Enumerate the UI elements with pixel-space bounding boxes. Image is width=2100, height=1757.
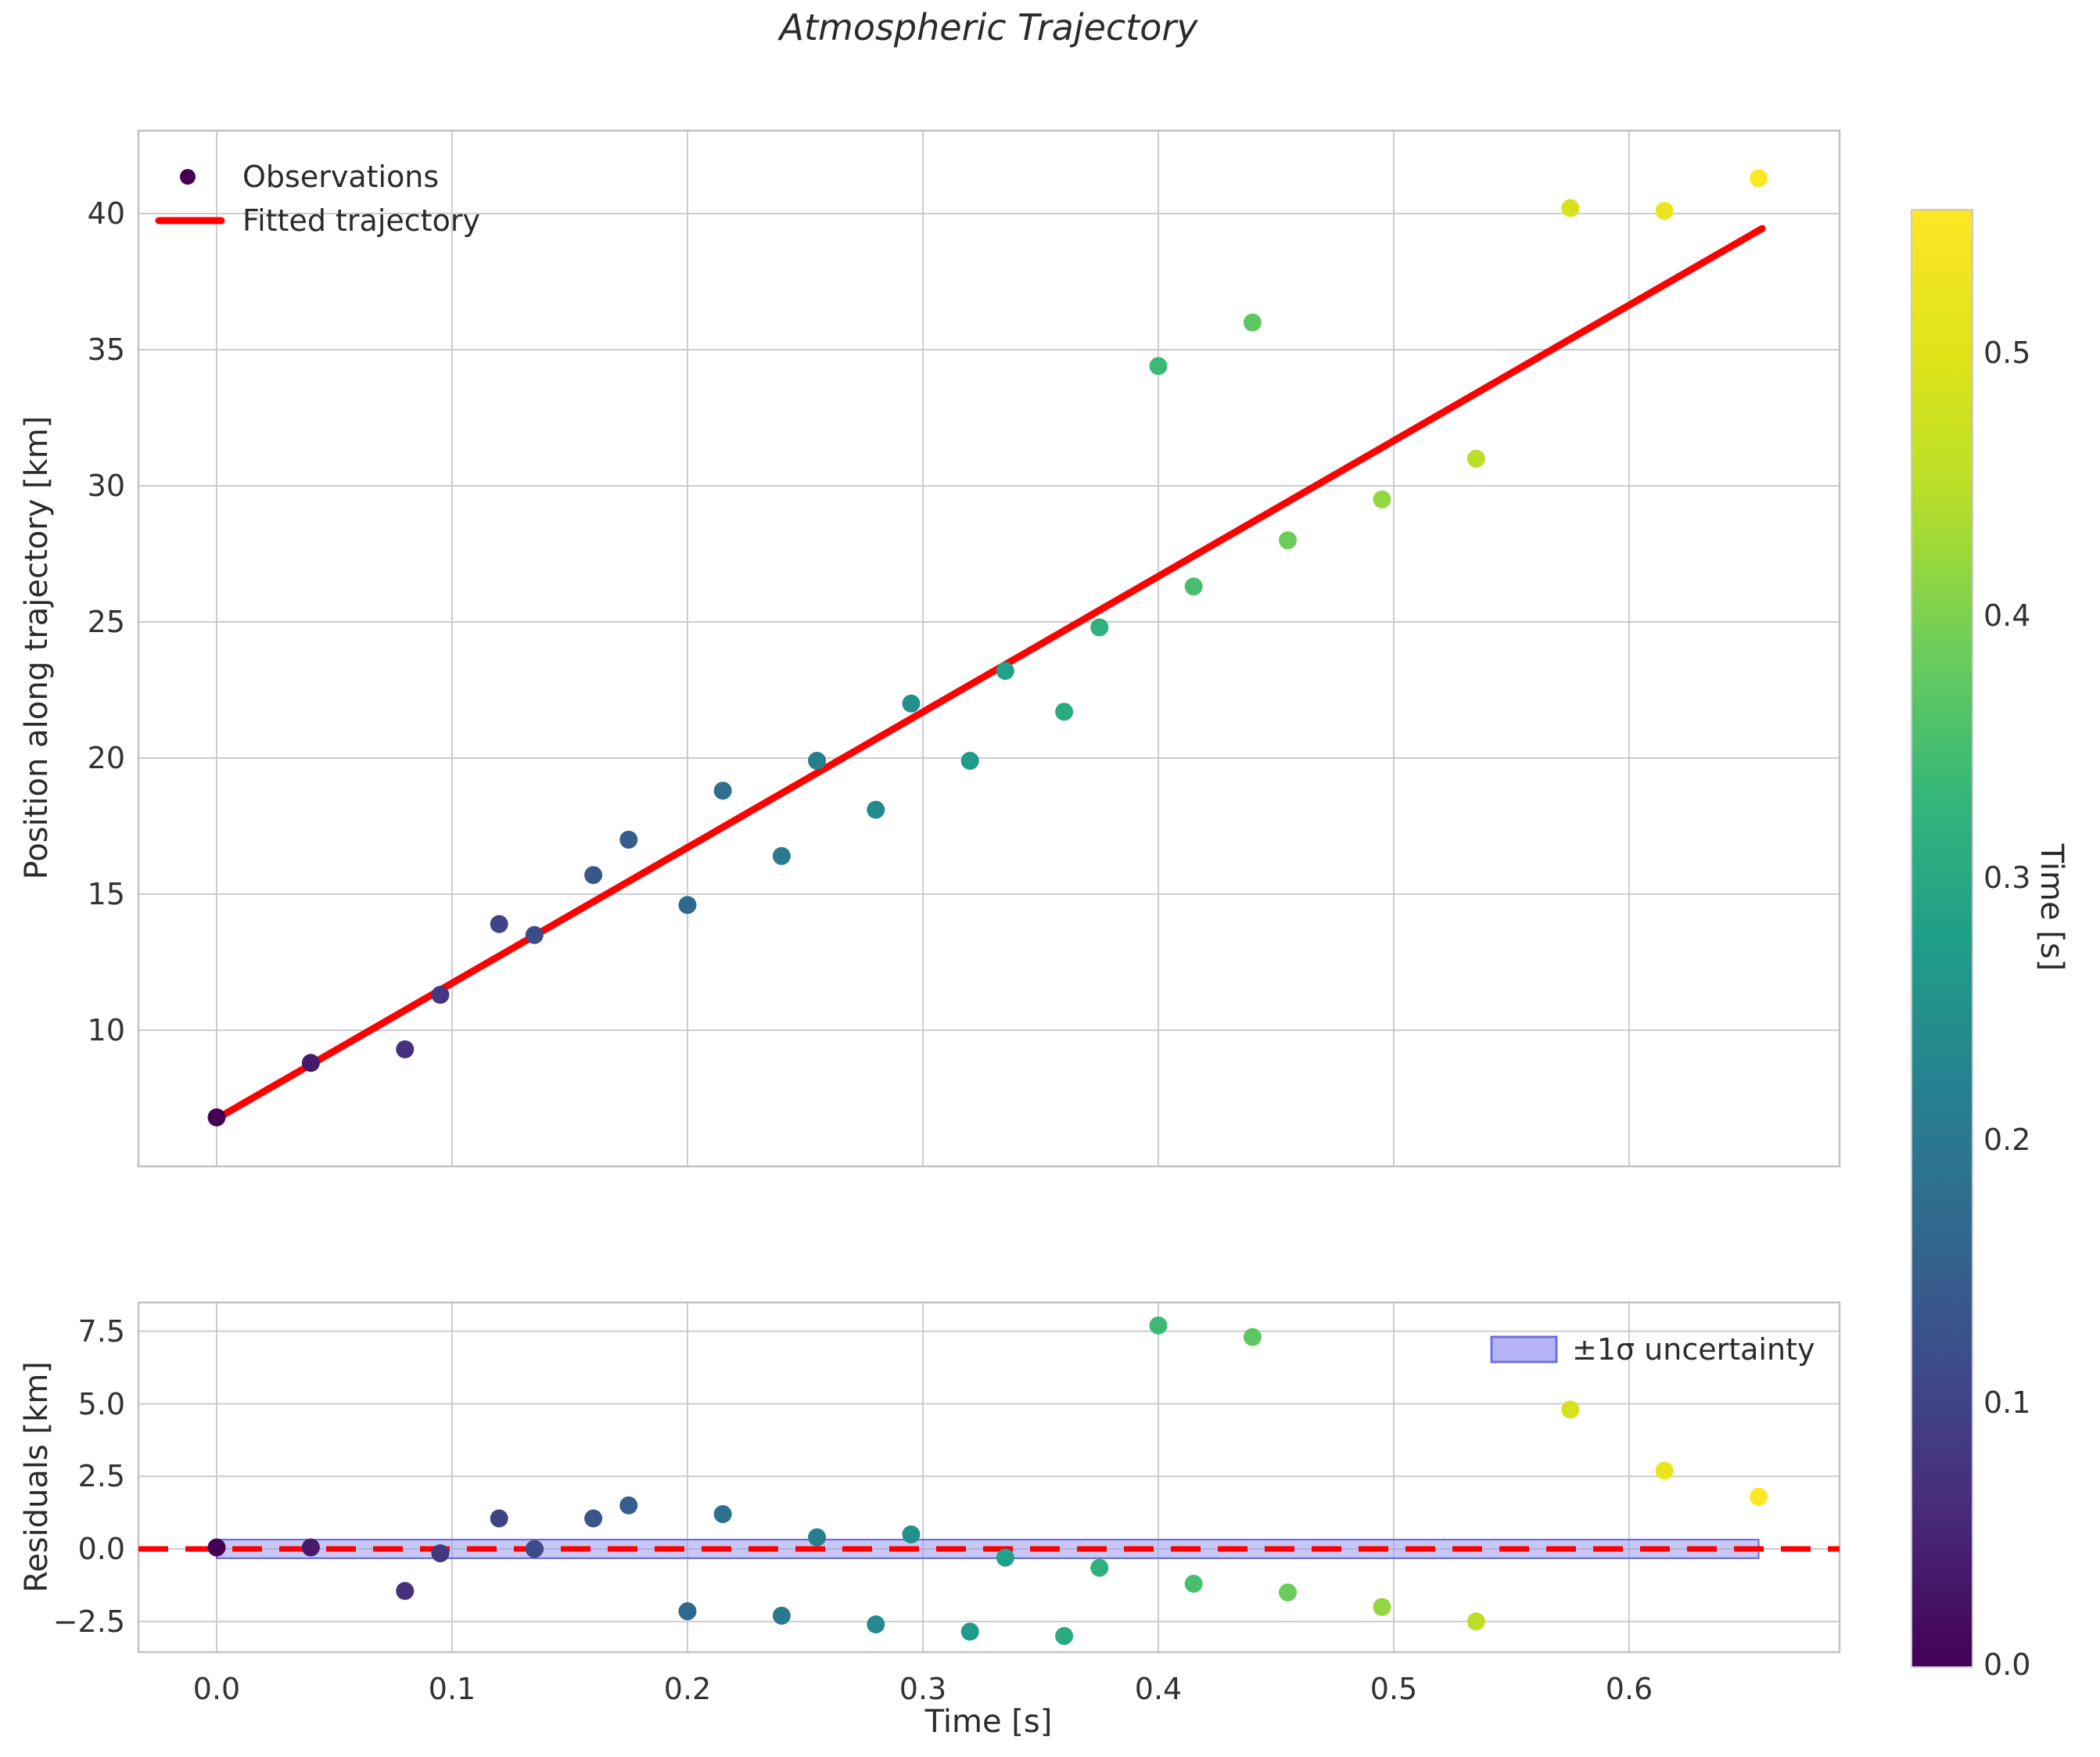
scatter-point [1243,313,1262,332]
residual-point [713,1504,732,1523]
scatter-point [1055,702,1074,721]
colorbar [1911,209,1973,1668]
scatter-point [619,830,638,849]
residual-point [1243,1328,1262,1346]
main-y-tick-label: 20 [87,741,125,775]
residual-point [1750,1487,1768,1506]
residual-point [1373,1597,1391,1616]
residual-point [301,1538,320,1557]
residual-point [1561,1400,1580,1419]
scatter-point [1466,449,1485,468]
scatter-point [1149,357,1168,375]
scatter-point [431,986,450,1004]
legend-observations-label: Observations [242,160,439,194]
scatter-point [1655,202,1674,221]
residual-point [1279,1583,1298,1602]
x-tick-label: 0.3 [899,1672,947,1706]
scatter-point [867,800,885,819]
scatter-point [772,846,791,865]
colorbar-tick-label: 0.0 [1983,1647,2031,1682]
scatter-point [678,896,697,914]
residuals-y-tick-label: 2.5 [77,1459,125,1494]
scatter-point [525,925,544,944]
scatter-point [1090,618,1109,637]
colorbar-tick-label: 0.4 [1983,598,2031,633]
residuals-y-tick-label: 5.0 [77,1386,125,1421]
main-y-tick-label: 15 [87,877,125,911]
residuals-y-tick-label: −2.5 [52,1604,125,1639]
scatter-point [808,751,827,770]
legend-band-label: ±1σ uncertainty [1572,1332,1815,1367]
colorbar-tick-label: 0.2 [1983,1123,2031,1158]
scatter-point [713,781,732,800]
scatter-point [301,1054,320,1073]
x-tick-label: 0.5 [1369,1672,1418,1706]
x-tick-label: 0.6 [1605,1672,1653,1706]
main-y-tick-label: 10 [87,1013,125,1047]
legend-band-patch [1490,1335,1558,1364]
residual-point [1466,1612,1485,1631]
residual-point [619,1496,638,1514]
scatter-point [490,914,508,933]
residual-point [525,1540,544,1558]
residual-point [207,1538,226,1557]
chart-title: Atmospheric Trajectory [779,6,1198,49]
x-tick-label: 0.1 [428,1672,476,1706]
axes-frame [137,1301,1841,1654]
main-y-tick-label: 35 [87,332,125,367]
scatter-point [960,751,979,770]
residual-point [960,1622,979,1641]
x-tick-label: 0.2 [663,1672,712,1706]
colorbar-label: Time [s] [2034,843,2069,972]
residual-point [1655,1461,1674,1480]
scatter-point [902,694,921,713]
legend-observations-marker [180,169,196,185]
residual-point [431,1544,450,1563]
residual-point [808,1528,827,1547]
scatter-point [207,1108,226,1126]
residual-point [867,1615,885,1633]
x-tick-label: 0.4 [1134,1672,1183,1706]
residuals-y-tick-label: 7.5 [77,1313,125,1349]
scatter-point [1373,490,1391,508]
residuals-plot: ±1σ uncertainty [137,1301,1841,1654]
residual-point [584,1509,603,1528]
colorbar-tick-label: 0.1 [1983,1385,2031,1420]
scatter-point [1184,577,1203,596]
residual-point [490,1509,508,1528]
residual-point [678,1602,697,1621]
x-tick-label: 0.0 [192,1672,241,1706]
main-y-tick-label: 25 [87,605,125,639]
scatter-point [584,866,603,885]
main-y-tick-label: 30 [87,469,125,503]
residual-point [902,1525,921,1543]
residual-point [1149,1316,1168,1335]
scatter-point [396,1040,415,1058]
x-axis-label: Time [s] [924,1704,1053,1740]
residual-point [396,1582,415,1601]
residuals-y-tick-label: 0.0 [77,1532,125,1566]
legend-fit-label: Fitted trajectory [242,203,480,238]
residual-point [772,1606,791,1625]
residual-point [1090,1558,1109,1577]
residual-point [996,1548,1014,1567]
colorbar-tick-label: 0.5 [1983,336,2031,371]
residual-point [1055,1626,1074,1645]
colorbar-tick-label: 0.3 [1983,861,2031,896]
main-plot: Observations Fitted trajectory [137,129,1841,1168]
residual-point [1184,1575,1203,1594]
fitted-trajectory-line [213,225,1766,1123]
scatter-point [1561,199,1580,217]
scatter-point [1750,169,1768,188]
main-y-tick-label: 40 [87,196,125,231]
scatter-point [996,662,1014,681]
scatter-point [1279,531,1298,550]
axes-frame [137,129,1841,1168]
